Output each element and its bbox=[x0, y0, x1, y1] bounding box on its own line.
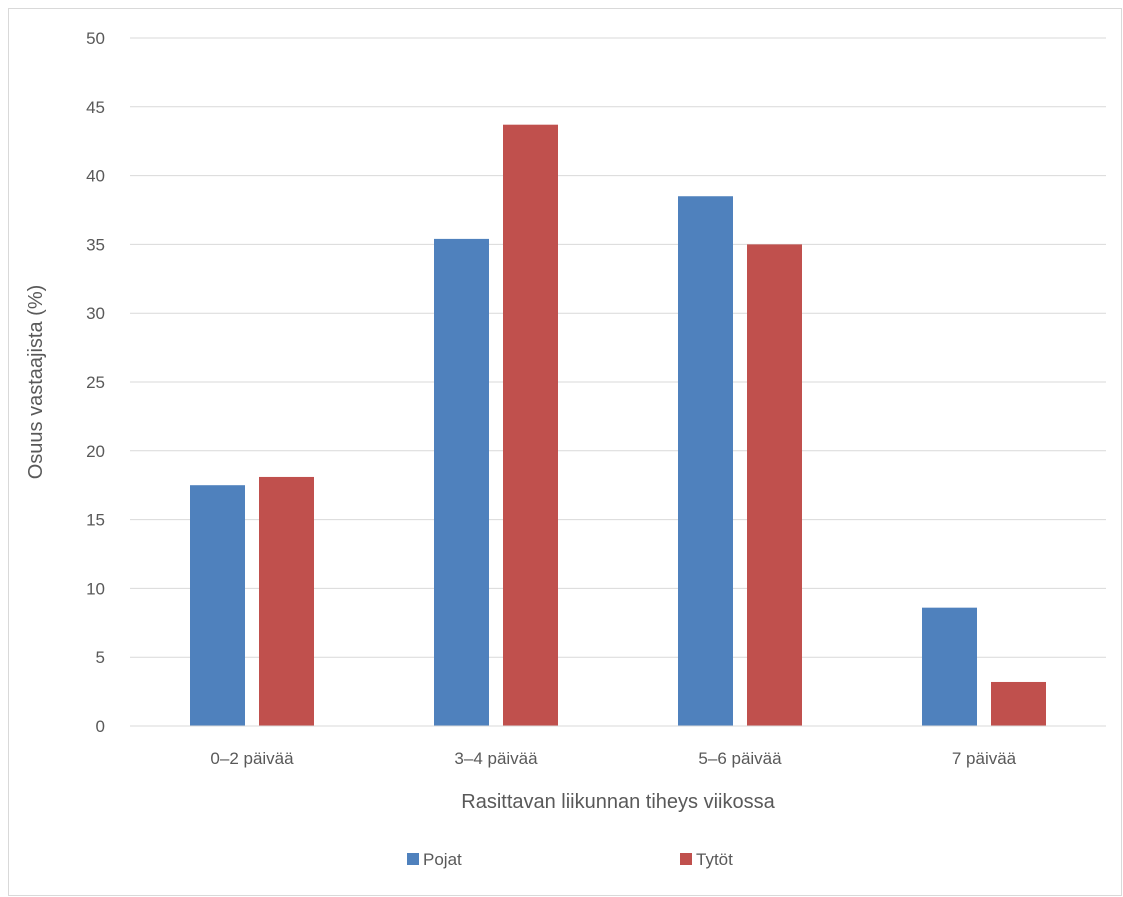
y-tick-label: 30 bbox=[86, 304, 105, 323]
y-tick-label: 5 bbox=[96, 648, 105, 667]
bar-pojat-0 bbox=[190, 485, 245, 726]
y-tick-label: 40 bbox=[86, 167, 105, 186]
x-axis-ticks: 0–2 päivää 3–4 päivää 5–6 päivää 7 päivää bbox=[210, 749, 1016, 768]
x-tick-label: 5–6 päivää bbox=[698, 749, 782, 768]
bar-tytöt-2 bbox=[747, 244, 802, 726]
x-tick-label: 3–4 päivää bbox=[454, 749, 538, 768]
legend-label-pojat: Pojat bbox=[423, 850, 462, 869]
y-tick-label: 50 bbox=[86, 29, 105, 48]
legend-label-tytöt: Tytöt bbox=[696, 850, 733, 869]
y-tick-label: 15 bbox=[86, 511, 105, 530]
bar-tytöt-0 bbox=[259, 476, 314, 726]
bars bbox=[190, 124, 1046, 727]
bar-tytöt-3 bbox=[991, 681, 1046, 726]
y-axis-ticks: 0 5 10 15 20 25 30 35 40 45 50 bbox=[86, 29, 105, 736]
y-tick-label: 25 bbox=[86, 373, 105, 392]
y-tick-label: 20 bbox=[86, 442, 105, 461]
legend-swatch-tytöt bbox=[680, 853, 692, 865]
x-tick-label: 7 päivää bbox=[952, 749, 1017, 768]
x-axis-title: Rasittavan liikunnan tiheys viikossa bbox=[461, 791, 775, 813]
chart-frame bbox=[8, 8, 1122, 896]
bar-pojat-3 bbox=[922, 607, 977, 726]
bar-pojat-1 bbox=[434, 238, 489, 726]
y-tick-label: 0 bbox=[96, 717, 105, 736]
y-tick-label: 35 bbox=[86, 235, 105, 254]
y-axis-title: Osuus vastaajista (%) bbox=[25, 285, 47, 480]
y-tick-label: 10 bbox=[86, 579, 105, 598]
bar-pojat-2 bbox=[678, 196, 733, 727]
legend-swatch-pojat bbox=[407, 853, 419, 865]
legend: Pojat Tytöt bbox=[407, 850, 733, 869]
y-tick-label: 45 bbox=[86, 98, 105, 117]
bar-tytöt-1 bbox=[503, 124, 558, 727]
x-tick-label: 0–2 päivää bbox=[210, 749, 294, 768]
